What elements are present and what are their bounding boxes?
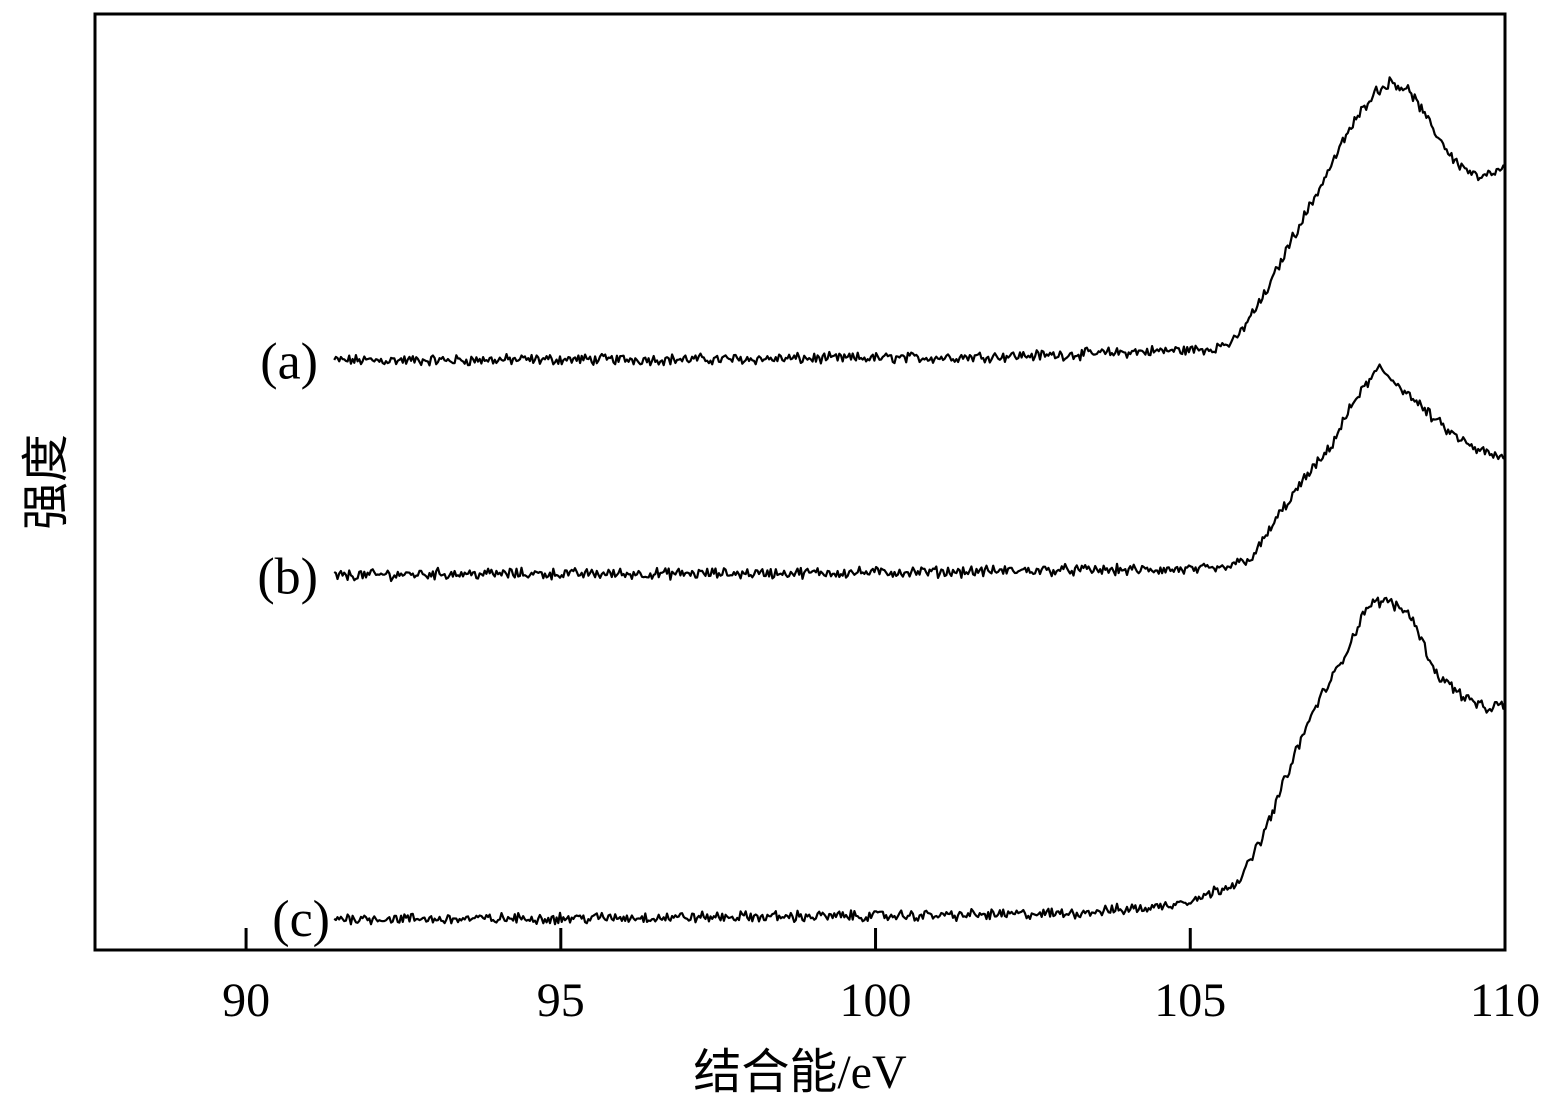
x-axis-label: 结合能/eV bbox=[693, 1046, 907, 1099]
series-label: (b) bbox=[257, 549, 318, 606]
y-axis-label: 强度 bbox=[20, 434, 73, 530]
x-tick-label: 95 bbox=[537, 974, 585, 1027]
x-tick-label: 100 bbox=[840, 974, 912, 1027]
plot-frame bbox=[93, 12, 1507, 952]
traces bbox=[333, 76, 1507, 926]
series-line bbox=[333, 76, 1506, 367]
series-labels: (a) (b) (c) bbox=[257, 333, 330, 948]
x-tick-label: 105 bbox=[1154, 974, 1226, 1027]
series-line bbox=[333, 363, 1506, 583]
series-label: (c) bbox=[272, 891, 330, 948]
x-ticks: 90 95 100 105 110 bbox=[222, 928, 1540, 1027]
x-tick-label: 110 bbox=[1470, 974, 1540, 1027]
x-tick-label: 90 bbox=[222, 974, 270, 1027]
series-label: (a) bbox=[260, 333, 318, 390]
series-line bbox=[333, 596, 1507, 926]
